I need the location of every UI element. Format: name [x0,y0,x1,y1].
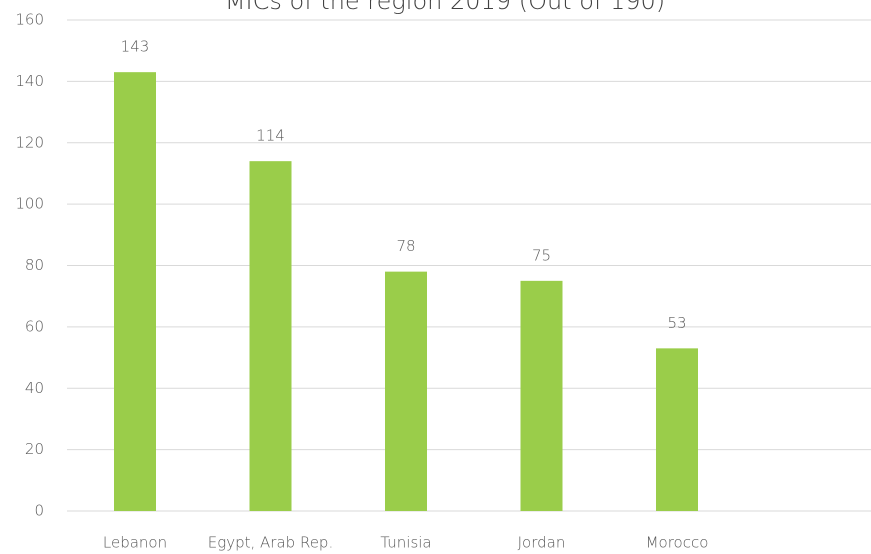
x-tick-label: Morocco [646,534,709,552]
x-tick-label: Tunisia [380,534,431,552]
bar [385,271,427,511]
data-label: 78 [396,237,415,255]
x-tick-label: Jordan [518,534,566,552]
y-tick-label: 20 [25,440,44,458]
y-tick-label: 100 [15,195,44,213]
data-label: 75 [532,246,551,264]
bar [249,161,292,511]
y-tick-label: 140 [15,72,44,90]
y-tick-label: 120 [15,133,44,151]
data-label: 53 [667,314,686,332]
data-label: 143 [121,38,150,56]
bar [520,280,563,511]
y-tick-label: 60 [25,317,44,335]
y-tick-label: 80 [25,256,44,274]
x-tick-label: Lebanon [103,534,167,552]
bar [114,72,156,511]
data-label: 114 [256,127,285,145]
bar [656,348,698,511]
y-tick-label: 160 [15,11,44,29]
y-tick-label: 0 [34,502,44,520]
x-tick-label: Egypt, Arab Rep. [208,534,333,552]
chart-title: MICs of the region 2019 (Out of 190) [225,0,665,15]
y-tick-label: 40 [25,379,44,397]
